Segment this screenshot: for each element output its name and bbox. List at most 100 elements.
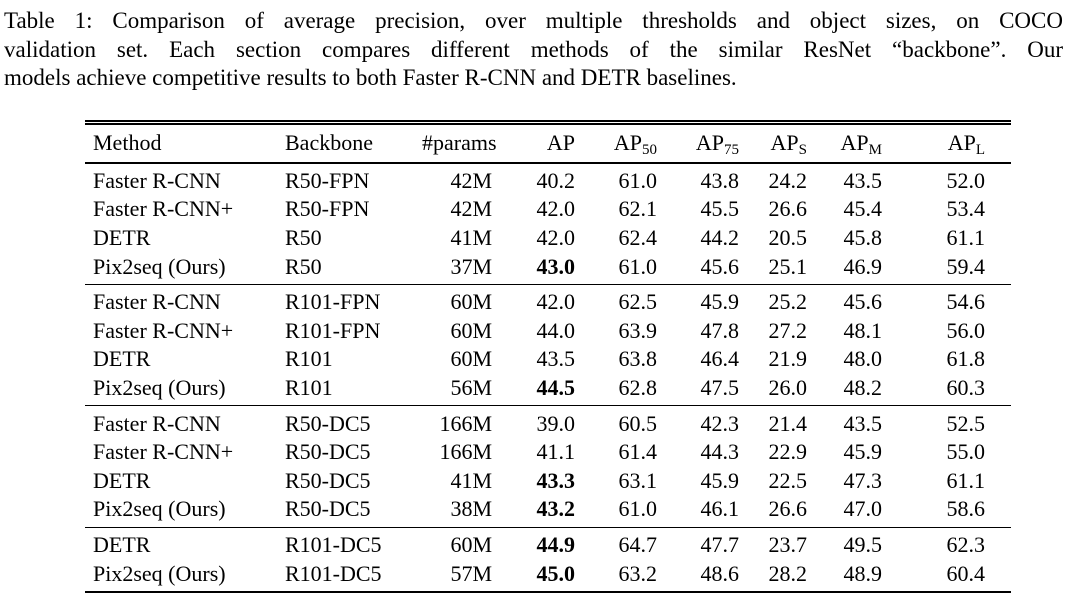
cell-apm: 45.9 bbox=[843, 439, 883, 465]
table-body: Faster R-CNN R50-FPN 42M 40.2 61.0 43.8 24.2 43… bbox=[85, 163, 1011, 592]
cell-method: DETR bbox=[93, 224, 151, 250]
cell-aps: 28.2 bbox=[768, 560, 808, 586]
table-row: Faster R-CNN+ R50-FPN 42M 42.0 62.1 45.5 26.6 4… bbox=[85, 195, 1011, 224]
cell-ap: 44.9 bbox=[536, 531, 576, 557]
cell-method: DETR bbox=[93, 346, 151, 372]
cell-method: Pix2seq (Ours) bbox=[93, 560, 226, 586]
cell-ap: 42.0 bbox=[536, 224, 576, 250]
cell-apm: 48.9 bbox=[843, 560, 883, 586]
cell-params: 60M bbox=[450, 531, 492, 557]
cell-method: DETR bbox=[93, 467, 151, 493]
cell-backbone: R50-DC5 bbox=[285, 439, 371, 465]
cell-apl: 56.0 bbox=[946, 317, 986, 343]
cell-params: 166M bbox=[439, 439, 492, 465]
cell-ap50: 61.0 bbox=[618, 253, 658, 279]
cell-ap50: 62.8 bbox=[618, 374, 658, 400]
table-caption: Table 1: Comparison of average precision… bbox=[4, 7, 1063, 93]
cell-ap75: 47.7 bbox=[700, 531, 740, 557]
table-row: Pix2seq (Ours) R101-DC5 57M 45.0 63.2 48.6 28.… bbox=[85, 559, 1011, 592]
cell-ap75: 46.1 bbox=[700, 496, 740, 522]
col-header-label: #params bbox=[422, 130, 497, 155]
col-header-label: AP bbox=[947, 130, 976, 155]
cell-ap75: 46.4 bbox=[700, 346, 740, 372]
cell-ap50: 61.0 bbox=[618, 167, 658, 193]
cell-aps: 27.2 bbox=[768, 317, 808, 343]
cell-aps: 26.6 bbox=[768, 196, 808, 222]
col-header-label: Method bbox=[93, 130, 162, 155]
caption-line-2: validation set. Each section compares di… bbox=[4, 36, 1063, 62]
cell-apl: 61.1 bbox=[946, 224, 986, 250]
cell-ap75: 45.5 bbox=[700, 196, 740, 222]
table-row: Pix2seq (Ours) R50 37M 43.0 61.0 45.6 25.1 46.9… bbox=[85, 252, 1011, 284]
cell-ap75: 45.6 bbox=[700, 253, 740, 279]
cell-apm: 45.6 bbox=[843, 289, 883, 315]
cell-params: 60M bbox=[450, 289, 492, 315]
cell-ap: 45.0 bbox=[536, 560, 576, 586]
cell-apl: 52.0 bbox=[946, 167, 986, 193]
col-header-label: AP bbox=[695, 130, 724, 155]
cell-backbone: R101 bbox=[285, 346, 333, 372]
cell-method: Pix2seq (Ours) bbox=[93, 253, 226, 279]
cell-params: 166M bbox=[439, 410, 492, 436]
col-header-label: AP bbox=[613, 130, 642, 155]
cell-params: 41M bbox=[450, 467, 492, 493]
results-table: Method Backbone #params AP AP50 AP75 APS APM APL… bbox=[85, 119, 1011, 593]
col-header-aps: APS bbox=[739, 122, 807, 163]
cell-backbone: R101-FPN bbox=[285, 289, 381, 315]
header-row: Method Backbone #params AP AP50 AP75 APS APM APL bbox=[85, 122, 1011, 163]
cell-ap: 43.0 bbox=[536, 253, 576, 279]
cell-ap75: 44.3 bbox=[700, 439, 740, 465]
cell-params: 41M bbox=[450, 224, 492, 250]
cell-apl: 58.6 bbox=[946, 496, 986, 522]
cell-ap75: 47.5 bbox=[700, 374, 740, 400]
cell-apm: 48.1 bbox=[843, 317, 883, 343]
cell-method: Pix2seq (Ours) bbox=[93, 496, 226, 522]
cell-ap: 44.0 bbox=[536, 317, 576, 343]
col-header-subscript: M bbox=[868, 142, 882, 158]
cell-params: 37M bbox=[450, 253, 492, 279]
cell-backbone: R50 bbox=[285, 253, 322, 279]
cell-ap50: 63.8 bbox=[618, 346, 658, 372]
cell-ap50: 62.4 bbox=[618, 224, 658, 250]
cell-apm: 49.5 bbox=[843, 531, 883, 557]
table-row: DETR R50 41M 42.0 62.4 44.2 20.5 45.8 61.1 bbox=[85, 224, 1011, 253]
cell-aps: 21.4 bbox=[768, 410, 808, 436]
cell-aps: 22.5 bbox=[768, 467, 808, 493]
table-row: Pix2seq (Ours) R101 56M 44.5 62.8 47.5 26.0 48.… bbox=[85, 374, 1011, 406]
cell-apl: 53.4 bbox=[946, 196, 986, 222]
cell-ap75: 42.3 bbox=[700, 410, 740, 436]
cell-method: Faster R-CNN+ bbox=[93, 196, 234, 222]
cell-backbone: R101 bbox=[285, 374, 333, 400]
cell-ap: 40.2 bbox=[536, 167, 576, 193]
table-row: Faster R-CNN R50-FPN 42M 40.2 61.0 43.8 24.2 43… bbox=[85, 163, 1011, 196]
cell-method: DETR bbox=[93, 531, 151, 557]
cell-backbone: R50-FPN bbox=[285, 167, 370, 193]
cell-params: 60M bbox=[450, 317, 492, 343]
col-header-label: AP bbox=[840, 130, 869, 155]
cell-method: Faster R-CNN+ bbox=[93, 439, 234, 465]
cell-params: 60M bbox=[450, 346, 492, 372]
cell-backbone: R101-FPN bbox=[285, 317, 381, 343]
table-row: DETR R50-DC5 41M 43.3 63.1 45.9 22.5 47.3 61.1 bbox=[85, 466, 1011, 495]
cell-ap: 42.0 bbox=[536, 196, 576, 222]
col-header-ap50: AP50 bbox=[575, 122, 657, 163]
cell-ap75: 48.6 bbox=[700, 560, 740, 586]
cell-apl: 60.3 bbox=[946, 374, 986, 400]
table-row: DETR R101 60M 43.5 63.8 46.4 21.9 48.0 61.8 bbox=[85, 345, 1011, 374]
cell-ap: 43.2 bbox=[536, 496, 576, 522]
col-header-apl: APL bbox=[882, 122, 1011, 163]
cell-backbone: R50-FPN bbox=[285, 196, 370, 222]
cell-params: 42M bbox=[450, 196, 492, 222]
cell-backbone: R101-DC5 bbox=[285, 560, 382, 586]
cell-ap: 39.0 bbox=[536, 410, 576, 436]
cell-method: Faster R-CNN bbox=[93, 167, 221, 193]
table-row: Pix2seq (Ours) R50-DC5 38M 43.2 61.0 46.1 26.6… bbox=[85, 495, 1011, 527]
cell-aps: 23.7 bbox=[768, 531, 808, 557]
caption-line-1: Table 1: Comparison of average precision… bbox=[4, 8, 1063, 33]
table-row: Faster R-CNN+ R50-DC5 166M 41.1 61.4 44.3 22.9… bbox=[85, 438, 1011, 467]
cell-apm: 47.0 bbox=[843, 496, 883, 522]
cell-ap75: 43.8 bbox=[700, 167, 740, 193]
table-head: Method Backbone #params AP AP50 AP75 APS APM APL bbox=[85, 122, 1011, 163]
cell-ap50: 61.4 bbox=[618, 439, 658, 465]
cell-ap50: 60.5 bbox=[618, 410, 658, 436]
